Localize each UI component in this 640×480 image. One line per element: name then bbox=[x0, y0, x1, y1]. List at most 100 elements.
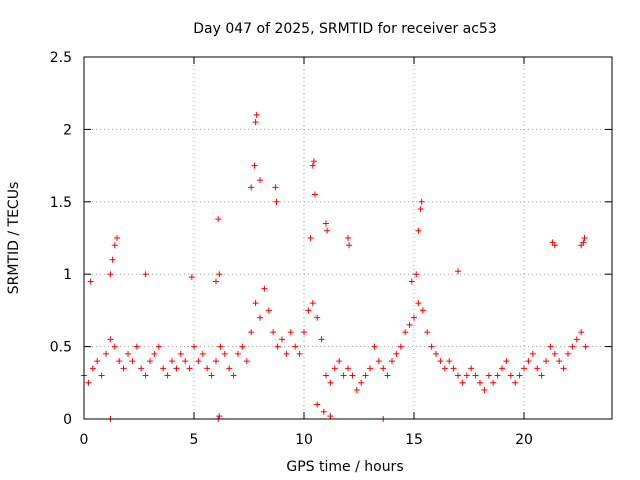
data-point bbox=[195, 358, 202, 365]
data-point bbox=[182, 358, 189, 365]
data-point bbox=[406, 321, 413, 328]
data-point bbox=[120, 365, 127, 372]
data-point bbox=[89, 365, 96, 372]
x-axis-label: GPS time / hours bbox=[286, 459, 403, 475]
data-point bbox=[235, 350, 241, 357]
data-point bbox=[340, 372, 347, 379]
data-point bbox=[314, 314, 321, 321]
data-point bbox=[261, 285, 268, 292]
data-point bbox=[221, 350, 228, 357]
data-point bbox=[85, 379, 92, 386]
data-point bbox=[433, 350, 439, 357]
grid-lines bbox=[84, 57, 612, 419]
data-point bbox=[455, 372, 461, 379]
data-point bbox=[283, 350, 290, 357]
data-point bbox=[441, 365, 448, 372]
data-point bbox=[257, 177, 263, 184]
data-point bbox=[569, 343, 576, 350]
data-point bbox=[543, 358, 549, 365]
data-point bbox=[380, 365, 387, 372]
data-point bbox=[459, 379, 466, 386]
data-point bbox=[481, 387, 488, 394]
data-point bbox=[408, 278, 415, 285]
data-point bbox=[507, 372, 514, 379]
y-tick-label: 0.5 bbox=[50, 340, 72, 356]
data-point bbox=[109, 256, 116, 263]
data-point bbox=[556, 358, 563, 365]
data-point bbox=[177, 350, 184, 357]
data-point bbox=[287, 329, 294, 336]
data-point bbox=[371, 343, 378, 350]
data-point bbox=[455, 268, 461, 275]
data-point bbox=[551, 242, 558, 249]
data-point bbox=[417, 206, 424, 213]
data-point bbox=[327, 413, 334, 420]
data-point bbox=[499, 365, 505, 372]
x-tick-label: 20 bbox=[515, 432, 533, 448]
data-point bbox=[213, 278, 219, 285]
data-point bbox=[216, 271, 223, 278]
data-point bbox=[160, 365, 167, 372]
data-point bbox=[375, 358, 382, 365]
data-point bbox=[397, 343, 404, 350]
x-tick-label: 15 bbox=[405, 432, 423, 448]
data-point bbox=[367, 365, 373, 372]
data-point bbox=[485, 372, 492, 379]
data-point bbox=[402, 329, 409, 336]
data-point bbox=[521, 365, 527, 372]
data-point bbox=[309, 300, 316, 307]
data-point bbox=[393, 350, 400, 357]
data-point bbox=[551, 350, 558, 357]
data-point bbox=[573, 336, 580, 343]
data-point bbox=[147, 358, 153, 365]
data-point bbox=[274, 343, 281, 350]
data-point bbox=[215, 216, 222, 223]
data-point bbox=[323, 220, 329, 227]
data-point bbox=[111, 343, 118, 350]
data-point bbox=[437, 358, 444, 365]
data-point bbox=[512, 379, 519, 386]
data-point bbox=[169, 358, 175, 365]
data-point bbox=[243, 358, 250, 365]
data-point bbox=[578, 329, 585, 336]
data-point bbox=[349, 372, 356, 379]
data-point bbox=[415, 300, 422, 307]
data-point bbox=[248, 184, 255, 191]
data-point bbox=[188, 274, 195, 281]
data-point bbox=[125, 350, 131, 357]
data-point bbox=[358, 379, 365, 386]
data-point bbox=[424, 329, 431, 336]
data-point bbox=[252, 300, 259, 307]
data-point bbox=[428, 343, 435, 350]
y-tick-label: 2 bbox=[63, 122, 72, 138]
data-point bbox=[346, 242, 353, 249]
data-point bbox=[413, 271, 420, 278]
data-point bbox=[279, 336, 285, 343]
data-point bbox=[116, 358, 123, 365]
data-point bbox=[248, 329, 255, 336]
data-point bbox=[251, 162, 258, 169]
data-point bbox=[411, 314, 417, 321]
data-point bbox=[265, 307, 272, 314]
data-point bbox=[253, 111, 260, 118]
data-point bbox=[314, 401, 321, 408]
data-point bbox=[213, 358, 219, 365]
data-point bbox=[103, 350, 109, 357]
data-point bbox=[87, 278, 94, 285]
y-tick-label: 0 bbox=[63, 412, 72, 428]
data-point bbox=[477, 379, 483, 386]
data-point bbox=[164, 372, 171, 379]
data-point bbox=[305, 307, 312, 314]
data-point bbox=[307, 235, 314, 241]
data-point bbox=[133, 343, 140, 350]
y-tick-label: 1.5 bbox=[50, 195, 72, 211]
x-tick-label: 10 bbox=[295, 432, 313, 448]
x-tick-label: 5 bbox=[190, 432, 199, 448]
data-point bbox=[503, 358, 510, 365]
data-point bbox=[310, 158, 317, 165]
data-point bbox=[204, 365, 211, 372]
data-point bbox=[362, 372, 369, 379]
data-point bbox=[301, 329, 307, 336]
data-point bbox=[525, 358, 532, 365]
